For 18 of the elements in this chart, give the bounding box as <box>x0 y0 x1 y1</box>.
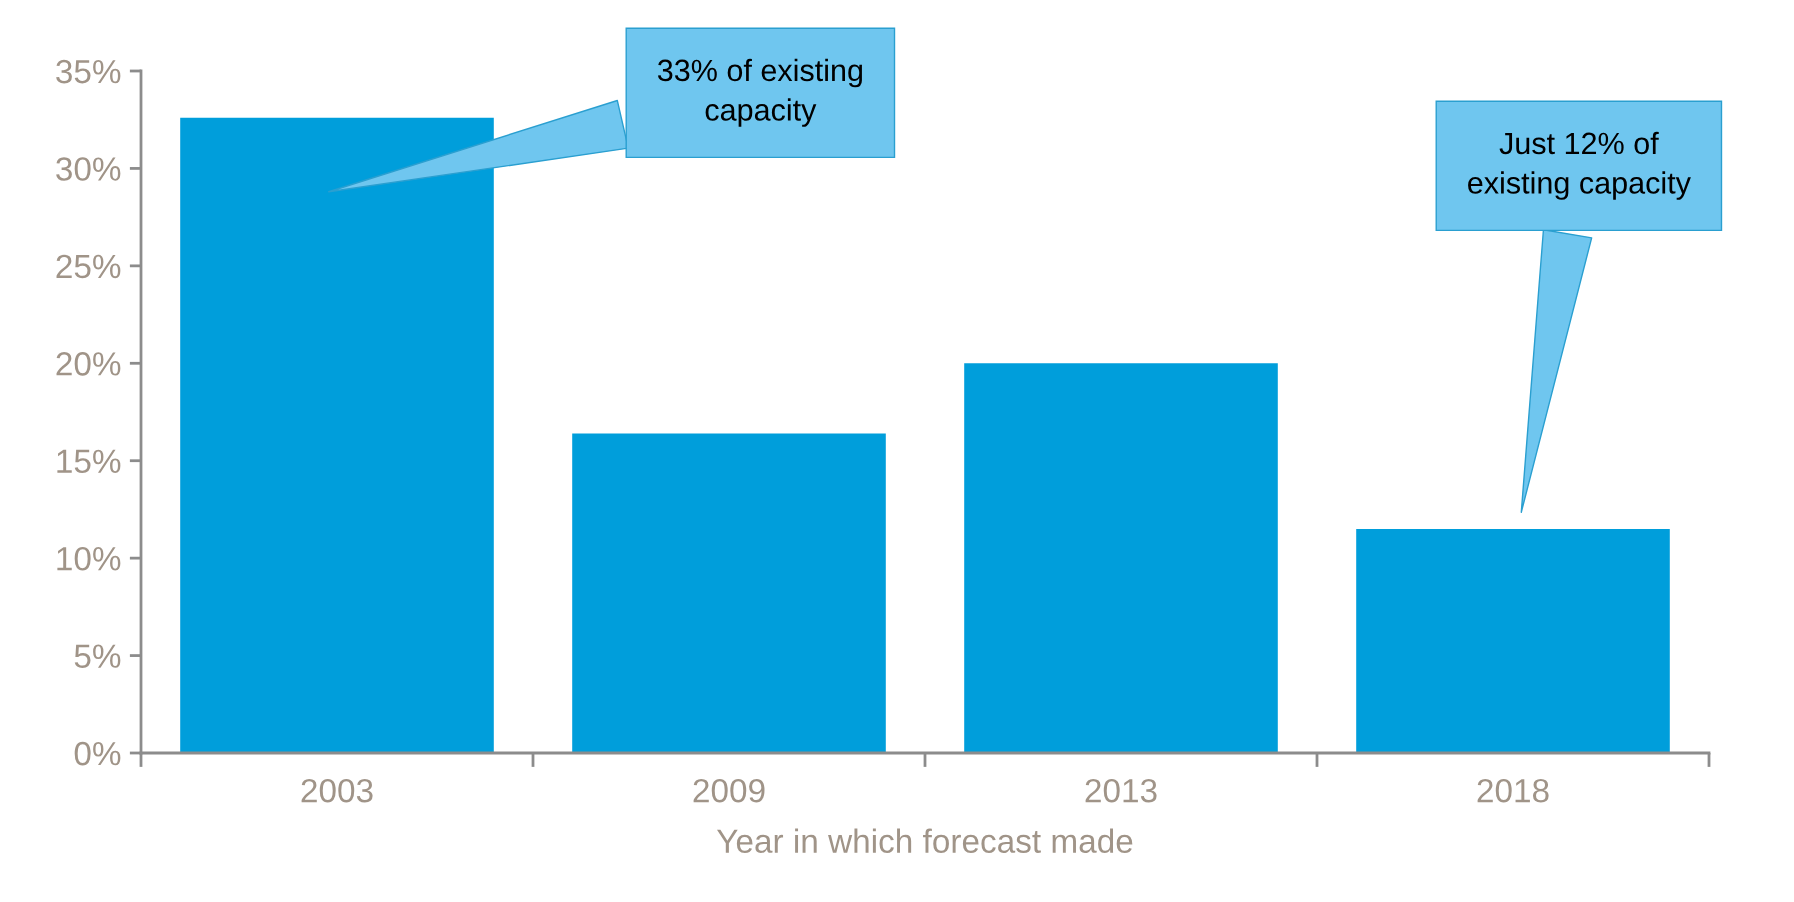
y-tick-label: 5% <box>74 644 121 668</box>
x-tick-label: 2003 <box>301 778 373 803</box>
x-tick-label: 2018 <box>1477 778 1549 803</box>
y-tick-label: 0% <box>74 741 121 766</box>
y-tick-label: 30% <box>56 157 121 181</box>
y-tick-label: 25% <box>56 254 121 279</box>
bar <box>1356 528 1670 753</box>
x-tick-label: 2013 <box>1085 778 1157 803</box>
y-tick-label: 35% <box>56 59 121 84</box>
y-tick-label: 15% <box>57 449 121 474</box>
annotation: Just 12% of existing capacity <box>1468 131 1691 200</box>
bar <box>572 433 886 753</box>
x-axis-title: Year in which forecast made <box>716 828 1133 853</box>
y-tick-label: 10% <box>57 546 121 571</box>
x-tick-label: 2009 <box>693 778 765 803</box>
bar <box>964 363 1278 753</box>
y-tick-label: 20% <box>56 352 121 376</box>
annotation: 33% of existing capacity <box>657 58 863 127</box>
